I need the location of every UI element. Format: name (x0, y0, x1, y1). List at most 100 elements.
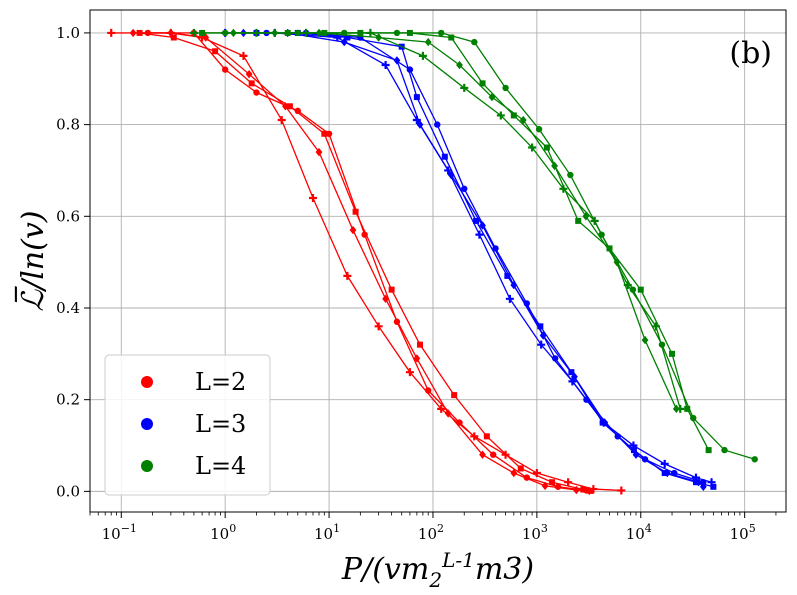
data-point (308, 193, 317, 202)
legend-label: L=2 (195, 368, 246, 396)
data-point (107, 28, 116, 37)
data-point (523, 300, 530, 307)
series-line (147, 32, 587, 492)
x-tick-label: 104 (626, 522, 652, 543)
data-point (212, 48, 219, 55)
data-point (424, 37, 432, 47)
data-point (692, 479, 699, 486)
y-axis-title-text: ℒ̅/ln(v) (15, 211, 51, 312)
data-point (564, 478, 573, 487)
data-point (315, 147, 323, 157)
data-point (658, 341, 666, 348)
data-point (479, 80, 486, 87)
legend-marker (141, 376, 153, 388)
y-tick-label: 0.6 (56, 207, 80, 225)
data-point (671, 469, 678, 477)
data-point (444, 409, 452, 418)
series-l-3 (253, 29, 717, 490)
series-l-3 (221, 28, 716, 487)
data-point (239, 51, 248, 60)
plot-frame (89, 9, 787, 513)
data-point (437, 29, 445, 37)
data-point (405, 368, 414, 377)
y-axis-title: ℒ̅/ln(v) (15, 211, 51, 312)
data-point (567, 171, 574, 179)
data-point (393, 29, 401, 37)
data-point (551, 355, 559, 362)
x-tick-label: 103 (522, 522, 548, 543)
data-point (361, 231, 368, 238)
data-point (475, 230, 484, 239)
y-tick-label: 0.8 (56, 116, 80, 134)
x-tick-label: 10−1 (102, 522, 137, 543)
data-point (434, 121, 441, 128)
series-l-4 (221, 29, 758, 463)
data-point (294, 107, 301, 115)
data-point (587, 487, 594, 494)
data-point (381, 61, 390, 70)
data-point (575, 217, 582, 224)
data-point (199, 29, 206, 36)
data-point (641, 456, 649, 463)
data-point (537, 340, 546, 349)
data-point (684, 405, 691, 412)
data-point (374, 322, 383, 331)
data-point (554, 483, 562, 490)
data-point (202, 33, 210, 42)
y-tick-label: 0.4 (56, 299, 80, 317)
data-point (669, 350, 676, 357)
x-tick-label: 100 (210, 522, 236, 543)
data-point (277, 116, 286, 125)
y-tick-label: 0.2 (56, 391, 80, 409)
legend-box (104, 354, 271, 496)
data-point (637, 286, 644, 293)
data-point (437, 404, 446, 413)
legend-label: L=3 (195, 410, 246, 438)
series-line (233, 32, 677, 410)
axis-ticks: 10−1 100 101 102 103 104 105 0.0 0.2 0.4 0.6 0.8 1.0 (56, 24, 777, 543)
data-point (136, 29, 143, 36)
data-point (325, 130, 333, 137)
series-l-2 (144, 29, 590, 494)
data-point (528, 143, 537, 152)
data-point (583, 396, 590, 403)
data-point (473, 217, 480, 224)
data-point (189, 28, 198, 37)
data-point (460, 83, 469, 92)
data-point (471, 38, 478, 46)
data-point (583, 487, 590, 494)
legend-label: L=4 (195, 452, 246, 480)
panel-label: (b) (729, 36, 772, 71)
data-point (406, 66, 414, 73)
data-point (456, 419, 463, 426)
data-point (510, 468, 518, 478)
data-point (721, 446, 728, 454)
data-point (248, 80, 255, 87)
data-point (490, 451, 497, 458)
series-l-4 (229, 28, 680, 414)
data-point (549, 479, 556, 486)
data-point (253, 89, 260, 96)
x-axis-title: P/(vm2L-1m3) (341, 548, 534, 592)
legend-marker (141, 460, 153, 472)
series-l-3 (240, 28, 707, 491)
data-point (672, 404, 680, 414)
x-tick-label: 101 (314, 522, 340, 543)
data-point (221, 29, 229, 37)
data-point (537, 323, 544, 330)
data-point (344, 34, 351, 41)
data-point (393, 318, 401, 325)
data-point (661, 470, 668, 477)
data-point (413, 94, 420, 101)
data-point (710, 483, 717, 490)
data-point (451, 392, 458, 399)
series-l-3 (263, 29, 707, 486)
data-point (517, 465, 524, 472)
data-point (245, 69, 253, 79)
data-point (617, 486, 626, 495)
series-line (266, 32, 704, 483)
data-point (690, 414, 697, 422)
data-point (418, 51, 427, 60)
x-axis-title-text: P/(vm2L-1m3) (341, 548, 534, 592)
